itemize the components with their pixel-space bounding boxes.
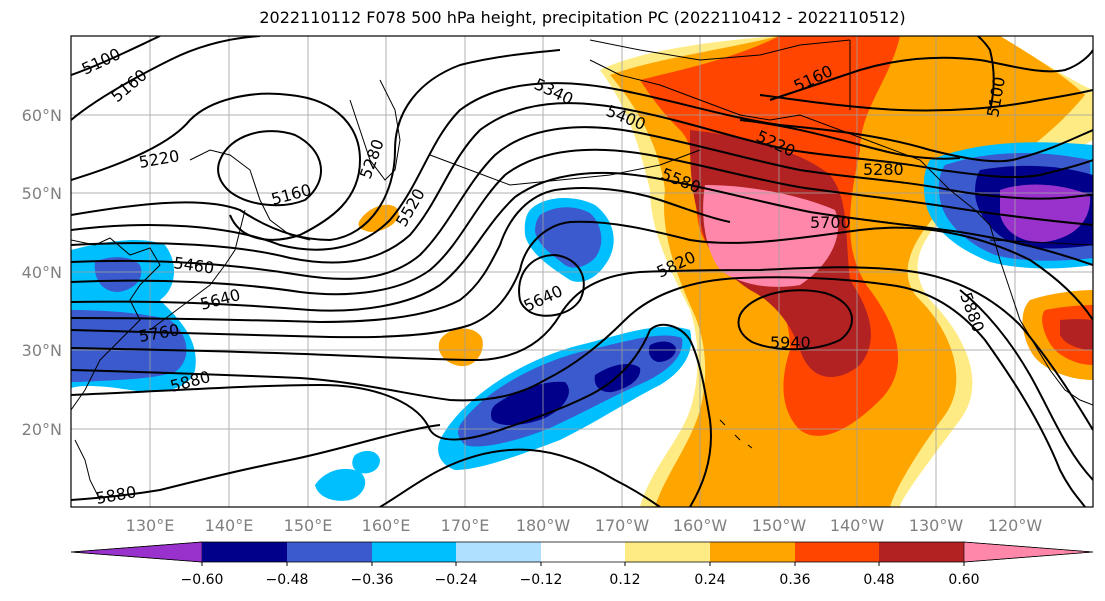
colorbar-seg-2 <box>287 542 372 562</box>
lat-labels: 60°N 50°N 40°N 30°N 20°N <box>22 106 62 439</box>
colorbar-tick-2: −0.36 <box>351 572 394 588</box>
contour-5160-low <box>217 130 322 207</box>
contour-5280-e <box>759 89 1093 112</box>
contour-5160-w <box>71 36 261 121</box>
contour-5280-w <box>71 49 561 242</box>
precip-negative-band-navy3 <box>648 341 676 362</box>
contour-5880-e <box>959 289 1093 481</box>
contour-5580 <box>71 171 1093 312</box>
coast-hawaii <box>719 419 753 449</box>
contour-5160-e <box>769 49 1093 101</box>
lon-label-170w: 170°W <box>595 516 650 535</box>
colorbar-seg-9 <box>879 542 964 562</box>
contour-label-5280-e: 5280 <box>863 160 904 179</box>
lon-label-150w: 150°W <box>752 516 807 535</box>
coast-aleutians <box>429 149 701 186</box>
lat-label-60n: 60°N <box>22 106 62 125</box>
lon-label-140w: 140°W <box>830 516 885 535</box>
precip-positive-blob2 <box>358 204 399 232</box>
colorbar-tick-7: 0.36 <box>779 572 810 588</box>
lon-label-160e: 160°E <box>362 516 411 535</box>
colorbar-tick-8: 0.48 <box>863 572 894 588</box>
precip-positive-blob <box>438 328 483 367</box>
lon-label-130w: 130°W <box>909 516 964 535</box>
lat-label-30n: 30°N <box>22 341 62 360</box>
contour-5520 <box>71 148 1093 296</box>
colorbar-seg-3 <box>372 542 456 562</box>
lon-label-150e: 150°E <box>284 516 333 535</box>
height-contours <box>71 36 1093 507</box>
lat-label-40n: 40°N <box>22 263 62 282</box>
contour-5640-loop <box>518 253 585 317</box>
contour-5880 <box>71 323 712 507</box>
contour-5880-s <box>71 424 441 501</box>
contour-5340 <box>71 82 1093 251</box>
colorbar-tick-6: 0.24 <box>694 572 725 588</box>
lon-label-170e: 170°E <box>441 516 490 535</box>
lon-label-140e: 140°E <box>205 516 254 535</box>
contour-5100-e <box>977 36 995 111</box>
coast-philippines <box>74 439 101 501</box>
colorbar-seg-4 <box>456 542 541 562</box>
colorbar-seg-0 <box>70 541 203 563</box>
coast-kamchatka <box>349 79 401 181</box>
colorbar-tick-9: 0.60 <box>948 572 979 588</box>
lon-label-130e: 130°E <box>126 516 175 535</box>
colorbar-ticks: −0.60 −0.48 −0.36 −0.24 −0.12 0.12 0.24 … <box>181 562 980 588</box>
lat-label-50n: 50°N <box>22 184 62 203</box>
colorbar-tick-4: −0.12 <box>520 572 563 588</box>
lon-label-160w: 160°W <box>673 516 728 535</box>
contour-5100-w <box>71 36 161 76</box>
colorbar-seg-7 <box>710 542 795 562</box>
precip-positive-se-dark <box>1060 319 1093 350</box>
contour-label-5940: 5940 <box>770 333 811 352</box>
contour-5940 <box>737 289 853 351</box>
precip-negative-small-s2 <box>352 450 380 474</box>
precip-negative-small-s <box>315 468 366 501</box>
contour-5400 <box>71 102 1093 264</box>
contour-5820 <box>71 276 1086 507</box>
colorbar-seg-1 <box>202 542 287 562</box>
contour-5640 <box>71 187 731 324</box>
lon-label-120w: 120°W <box>988 516 1043 535</box>
colorbar-seg-10 <box>963 541 1094 563</box>
precip-negative-west-blue2 <box>94 257 142 292</box>
colorbar-seg-5 <box>541 542 625 562</box>
colorbar-seg-6 <box>625 542 710 562</box>
contour-5220-e <box>739 119 961 160</box>
precip-negative-band-navy <box>491 381 569 426</box>
coast-asia <box>71 237 161 411</box>
contour-label-5700: 5700 <box>810 213 851 232</box>
map-title: 2022110112 F078 500 hPa height, precipit… <box>259 8 906 27</box>
contour-5460 <box>71 126 1093 280</box>
coast-alaska-north <box>589 39 851 61</box>
lon-label-180w: 180°W <box>516 516 571 535</box>
colorbar-tick-0: −0.60 <box>181 572 224 588</box>
lon-labels: 130°E 140°E 150°E 160°E 170°E 180°W 170°… <box>126 516 1043 535</box>
colorbar-seg-8 <box>795 542 879 562</box>
contour-5700 <box>71 220 1093 339</box>
contour-south-arc <box>379 448 661 507</box>
contour-5760 <box>71 266 1093 431</box>
precip-negative-west-blue <box>71 310 187 382</box>
colorbar-tick-5: 0.12 <box>609 572 640 588</box>
colorbar-tick-1: −0.48 <box>266 572 309 588</box>
map-frame <box>70 35 1094 508</box>
colorbar-tick-3: −0.24 <box>435 572 478 588</box>
lat-label-20n: 20°N <box>22 420 62 439</box>
colorbar <box>70 541 1094 563</box>
